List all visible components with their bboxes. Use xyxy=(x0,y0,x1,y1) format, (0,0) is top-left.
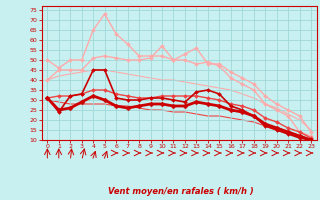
Text: Vent moyen/en rafales ( km/h ): Vent moyen/en rafales ( km/h ) xyxy=(108,187,254,196)
